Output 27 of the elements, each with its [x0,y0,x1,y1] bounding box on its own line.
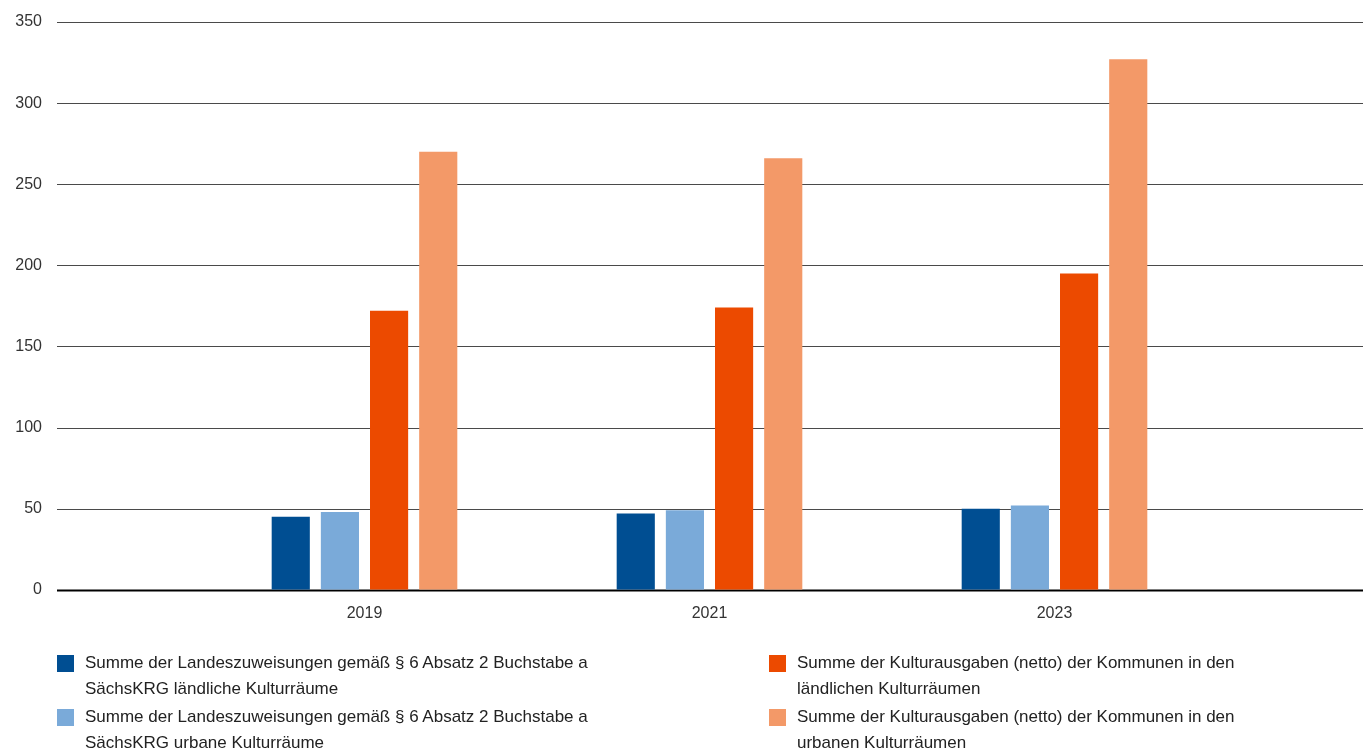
bar [271,516,310,590]
bar [764,158,803,590]
y-tick-label: 150 [15,336,43,354]
x-tick-label: 2021 [691,603,728,621]
bar [715,307,754,590]
bar [1010,505,1049,590]
y-tick-label: 250 [15,174,43,192]
bar [665,510,704,590]
y-tick-label: 50 [24,499,43,517]
y-tick-label: 200 [15,255,43,273]
legend-label: Summe der Kulturausgaben (netto) der Kommunen in den ländlichen Kulturräumen [797,652,1236,700]
bar [419,151,458,590]
y-tick-label: 300 [15,93,43,111]
y-tick-label: 100 [15,417,43,435]
bar [616,513,655,590]
legend-label: Summe der Kulturausgaben (netto) der Kommunen in den urbanen Kulturräumen [797,706,1236,753]
x-tick-label: 2023 [1036,603,1073,621]
x-tick-label: 2019 [346,603,383,621]
bar [370,310,409,590]
legend-label: Summe der Landeszuweisungen gemäß § 6 Absatz 2 Buchstabe a SächsKRG urbane Kulturräume [85,706,589,753]
legend-label: Summe der Landeszuweisungen gemäß § 6 Absatz 2 Buchstabe a SächsKRG ländliche Kulturräume [85,652,589,700]
y-tick-label: 350 [15,12,43,30]
bar [961,508,1000,590]
y-tick-label: 0 [33,580,43,598]
bar [1060,273,1099,590]
bar [320,511,359,590]
bar [1109,59,1148,590]
